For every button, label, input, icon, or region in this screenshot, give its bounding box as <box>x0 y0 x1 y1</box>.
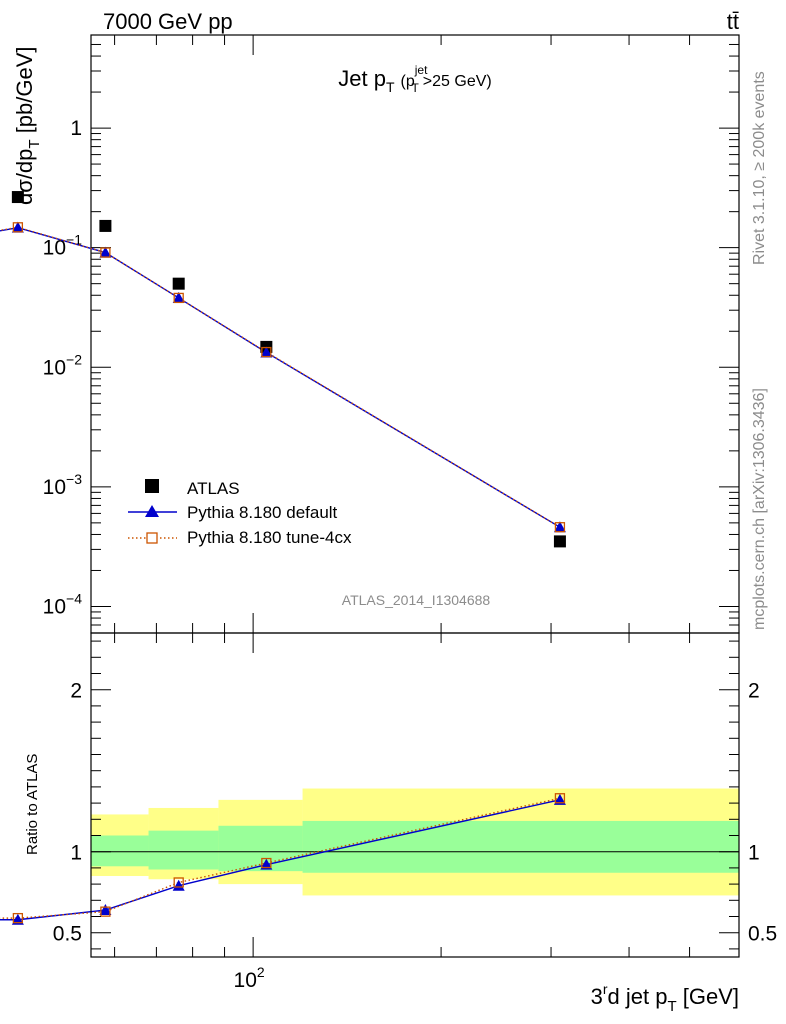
legend: ATLAS Pythia 8.180 default Pythia 8.180 … <box>128 479 352 547</box>
xlabel-part3: [GeV] <box>677 984 739 1009</box>
ratio-pythia-4cx-point <box>100 906 111 917</box>
rivet-version-label: Rivet 3.1.10, ≥ 200k events <box>751 71 768 265</box>
atlas-data-point <box>11 191 24 204</box>
main-y-tick-label: 1 <box>70 117 82 140</box>
y-tick-base: 1 <box>70 117 82 140</box>
title-cond-rest: >25 GeV) <box>423 73 492 90</box>
ratio-uncertainty-bands <box>91 788 739 896</box>
ratio-y-tick-label-left: 0.5 <box>53 923 82 946</box>
inner-uncertainty-band <box>302 820 739 873</box>
main-y-axis-label: dσ/dpT [pb/GeV] <box>12 46 43 205</box>
header-left-label: 7000 GeV pp <box>103 9 233 34</box>
main-tick-labels: 110−110−210−310−4 <box>43 117 83 618</box>
ratio-pythia-4cx-point <box>173 877 184 888</box>
ylabel-part2: [pb/GeV] <box>12 46 37 139</box>
header-right-label: tt̄ <box>727 9 739 34</box>
inner-uncertainty-band <box>148 830 219 870</box>
legend-atlas-marker <box>145 479 159 493</box>
pythia-default-point <box>11 221 24 233</box>
y-tick-base: 10 <box>43 476 66 499</box>
title-cond-open: (p <box>401 73 415 90</box>
pythia-4cx-point <box>554 522 566 533</box>
pythia-default-point <box>260 346 273 358</box>
title-cond-sup: jet <box>414 63 428 77</box>
main-y-tick-label: 10−1 <box>43 232 83 260</box>
legend-pythia-4cx-marker <box>146 532 158 544</box>
ratio-y-tick-label-right: 1 <box>748 842 760 865</box>
legend-atlas-label: ATLAS <box>187 479 240 498</box>
ratio-panel-frame <box>90 632 740 958</box>
pythia-default-point <box>172 291 185 303</box>
ratio-y-tick-label-left: 2 <box>70 680 82 703</box>
main-panel: 110−110−210−310−4 Jet pT (pjet T >25 GeV) d… <box>0 34 740 634</box>
legend-pythia-default-marker <box>145 505 159 517</box>
title-main: Jet p <box>338 66 386 91</box>
inner-uncertainty-band <box>218 825 303 872</box>
ratio-pythia-4cx-point <box>554 793 566 804</box>
ratio-series-line <box>0 797 561 919</box>
x-axis-label: 3rd jet pT [GeV] <box>591 981 739 1015</box>
ratio-y-tick-label-right: 0.5 <box>748 923 777 946</box>
ratio-series-layer <box>0 793 566 925</box>
main-axis-ticks <box>91 34 740 634</box>
pythia-4cx-point <box>173 292 184 304</box>
ratio-y-axis-label: Ratio to ATLAS <box>24 754 41 855</box>
y-tick-exponent: −3 <box>66 471 82 487</box>
atlas-data-point <box>553 535 566 548</box>
ratio-pythia-default-point <box>99 904 112 916</box>
mcplots-source-label: mcplots.cern.ch [arXiv:1306.3436] <box>751 388 768 630</box>
atlas-data-point <box>172 277 185 290</box>
pythia-default-point <box>553 521 566 533</box>
x-tick-base: 10 <box>234 969 257 992</box>
pythia-4cx-point <box>261 346 272 358</box>
xlabel-sup: r <box>603 981 608 997</box>
series-line <box>0 226 561 528</box>
analysis-tag: ATLAS_2014_I1304688 <box>342 592 491 608</box>
xlabel-sub: T <box>667 998 676 1015</box>
ylabel-sub: T <box>26 139 43 148</box>
chart-title: Jet pT (pjet T >25 GeV) <box>338 63 491 95</box>
x-tick-label: 102 <box>234 964 265 992</box>
xlabel-part1: 3 <box>591 984 603 1009</box>
pythia-4cx-point <box>100 247 111 258</box>
x-tick-exponent: 2 <box>257 964 265 980</box>
main-y-tick-label: 10−3 <box>43 471 83 499</box>
main-series-layer <box>0 191 566 548</box>
y-tick-base: 10 <box>43 595 66 618</box>
pythia-default-point <box>99 246 112 258</box>
series-line <box>0 226 561 528</box>
ratio-pythia-4cx-point <box>261 857 272 869</box>
main-y-tick-label: 10−2 <box>43 351 83 379</box>
y-tick-exponent: −4 <box>66 590 82 606</box>
ratio-series-line <box>0 799 561 921</box>
y-tick-exponent: −2 <box>66 351 82 367</box>
y-tick-exponent: −1 <box>66 232 82 248</box>
ratio-pythia-default-point <box>172 879 185 891</box>
pythia-4cx-point <box>12 222 24 233</box>
ratio-pythia-4cx-point <box>12 912 24 924</box>
ratio-y-tick-label-left: 1 <box>70 842 82 865</box>
y-tick-base: 10 <box>43 237 66 260</box>
xlabel-part2: d jet p <box>608 984 668 1009</box>
inner-uncertainty-band <box>91 835 149 867</box>
atlas-data-point <box>99 219 112 232</box>
y-tick-base: 10 <box>43 356 66 379</box>
title-main-sub: T <box>386 79 395 95</box>
main-y-tick-label: 10−4 <box>43 590 83 618</box>
title-cond-sub: T <box>411 81 419 95</box>
ratio-axis-ticks <box>91 633 740 957</box>
ratio-y-tick-label-right: 2 <box>748 680 760 703</box>
legend-pythia-default-label: Pythia 8.180 default <box>187 503 338 522</box>
legend-pythia-4cx-label: Pythia 8.180 tune-4cx <box>187 528 352 547</box>
